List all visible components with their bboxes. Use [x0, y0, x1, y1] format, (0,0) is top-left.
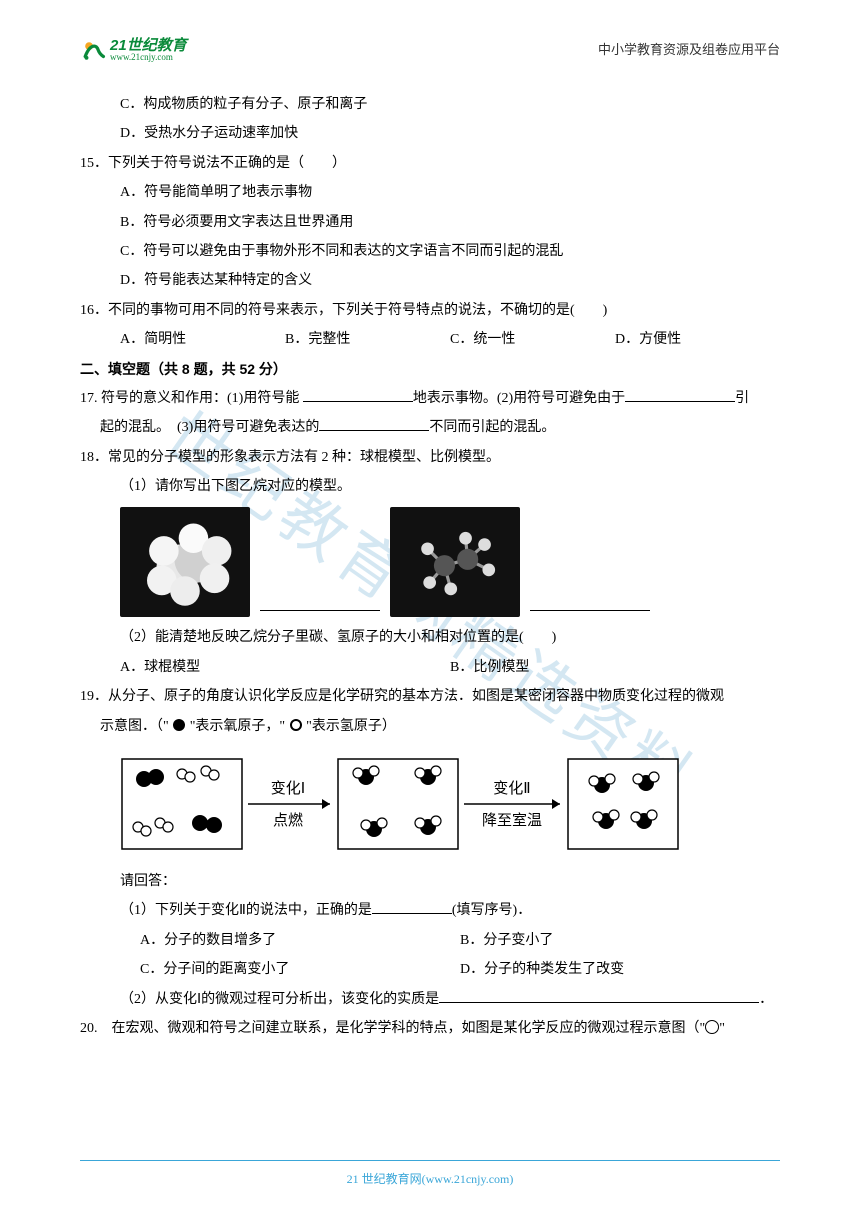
- q17-blank-2[interactable]: [625, 387, 735, 402]
- q18-option-b: B．比例模型: [450, 653, 780, 682]
- q17-text-a: 17. 符号的意义和作用：(1)用符号能: [80, 391, 303, 406]
- q14-option-c: C．构成物质的粒子有分子、原子和离子: [80, 90, 780, 119]
- content: C．构成物质的粒子有分子、原子和离子 D．受热水分子运动速率加快 15．下列关于…: [80, 80, 780, 1043]
- q15-option-d: D．符号能表达某种特定的含义: [80, 266, 780, 295]
- q16-option-a: A．简明性: [120, 325, 285, 354]
- q19-l2-b: "表示氧原子，": [190, 719, 285, 734]
- q19-sub2-b: ．: [759, 992, 773, 1007]
- q19-options-row2: C．分子间的距离变小了 D．分子的种类发生了改变: [80, 955, 780, 984]
- q18-sub2-options: A．球棍模型 B．比例模型: [80, 653, 780, 682]
- q15-option-b: B．符号必须要用文字表达且世界通用: [80, 208, 780, 237]
- diagram-label-2a: 变化Ⅱ: [493, 780, 530, 797]
- page-footer: 21 世纪教育网(www.21cnjy.com): [80, 1160, 780, 1192]
- diagram-label-1a: 变化Ⅰ: [271, 780, 305, 797]
- hydrogen-atom-icon: [289, 718, 303, 732]
- q19-option-d: D．分子的种类发生了改变: [460, 955, 780, 984]
- q19-option-c: C．分子间的距离变小了: [140, 955, 460, 984]
- q20-text: 20. 在宏观、微观和符号之间建立联系，是化学学科的特点，如图是某化学反应的微观…: [80, 1021, 705, 1036]
- q19-sub1: （1）下列关于变化Ⅱ的说法中，正确的是 (填写序号)．: [80, 896, 780, 925]
- q19-options-row1: A．分子的数目增多了 B．分子变小了: [80, 926, 780, 955]
- q18-images: [80, 507, 780, 617]
- q17-text-c: 引: [735, 391, 749, 406]
- q15-option-a: A．符号能简单明了地表示事物: [80, 178, 780, 207]
- diagram-label-1b: 点燃: [273, 811, 303, 829]
- logo: 21世纪教育 www.21cnjy.com: [80, 37, 187, 63]
- footer-url: (www.21cnjy.com): [422, 1172, 514, 1186]
- q19-option-a: A．分子的数目增多了: [140, 926, 460, 955]
- q19-blank-1[interactable]: [372, 899, 452, 914]
- q19-diagram: 变化Ⅰ 点燃 变化Ⅱ 降至室温: [80, 749, 780, 859]
- q19-sub2-a: （2）从变化Ⅰ的微观过程可分析出，该变化的实质是: [120, 992, 439, 1007]
- q16-options: A．简明性 B．完整性 C．统一性 D．方便性: [80, 325, 780, 354]
- q16-option-b: B．完整性: [285, 325, 450, 354]
- header-platform-text: 中小学教育资源及组卷应用平台: [598, 36, 780, 63]
- q17-line2: 起的混乱。 (3)用符号可避免表达的 不同而引起的混乱。: [80, 413, 780, 442]
- oxygen-atom-icon: [172, 718, 186, 732]
- q15-option-c: C．符号可以避免由于事物外形不同和表达的文字语言不同而引起的混乱: [80, 237, 780, 266]
- q19: 19．从分子、原子的角度认识化学反应是化学研究的基本方法．如图是某密闭容器中物质…: [80, 682, 780, 711]
- q20: 20. 在宏观、微观和符号之间建立联系，是化学学科的特点，如图是某化学反应的微观…: [80, 1014, 780, 1043]
- logo-title: 21世纪教育: [110, 38, 187, 53]
- q17-text-b: 地表示事物。(2)用符号可避免由于: [413, 391, 625, 406]
- q17-blank-1[interactable]: [303, 387, 413, 402]
- q20-text-b: ": [719, 1021, 725, 1036]
- section-2-heading: 二、填空题（共 8 题，共 52 分）: [80, 355, 780, 384]
- q18-sub2: （2）能清楚地反映乙烷分子里碳、氢原子的大小和相对位置的是( ): [80, 623, 780, 652]
- q19-line2: 示意图．（" "表示氧原子，" "表示氢原子）: [80, 712, 780, 741]
- circle-icon: [705, 1020, 719, 1034]
- logo-url: www.21cnjy.com: [110, 53, 187, 62]
- q19-sub2: （2）从变化Ⅰ的微观过程可分析出，该变化的实质是 ．: [80, 985, 780, 1014]
- logo-icon: [80, 37, 106, 63]
- q19-sub1-b: (填写序号)．: [452, 903, 531, 918]
- q18: 18．常见的分子模型的形象表示方法有 2 种：球棍模型、比例模型。: [80, 443, 780, 472]
- q16: 16．不同的事物可用不同的符号来表示，下列关于符号特点的说法，不确切的是( ): [80, 296, 780, 325]
- q17-blank-3[interactable]: [319, 416, 429, 431]
- diagram-label-2b: 降至室温: [482, 812, 542, 829]
- q19-l2-c: "表示氢原子）: [306, 719, 396, 734]
- q19-option-b: B．分子变小了: [460, 926, 780, 955]
- q19-blank-2[interactable]: [439, 987, 759, 1002]
- q19-sub1-a: （1）下列关于变化Ⅱ的说法中，正确的是: [120, 903, 372, 918]
- q17-line2-b: 不同而引起的混乱。: [429, 420, 555, 435]
- page-header: 21世纪教育 www.21cnjy.com 中小学教育资源及组卷应用平台: [80, 0, 780, 80]
- footer-brand: 21 世纪教育网: [347, 1172, 422, 1186]
- q16-option-c: C．统一性: [450, 325, 615, 354]
- q18-img1-blank[interactable]: [260, 610, 380, 611]
- q17-line1: 17. 符号的意义和作用：(1)用符号能 地表示事物。(2)用符号可避免由于 引: [80, 384, 780, 413]
- q15: 15．下列关于符号说法不正确的是（ ）: [80, 149, 780, 178]
- q18-option-a: A．球棍模型: [120, 653, 450, 682]
- model-scale-image: [120, 507, 250, 617]
- q17-line2-a: 起的混乱。 (3)用符号可避免表达的: [100, 420, 319, 435]
- q16-option-d: D．方便性: [615, 325, 780, 354]
- q19-l2-a: 示意图．（": [100, 719, 169, 734]
- q18-img2-blank[interactable]: [530, 610, 650, 611]
- q18-sub1: （1）请你写出下图乙烷对应的模型。: [80, 472, 780, 501]
- model-ballstick-image: [390, 507, 520, 617]
- q19-ask: 请回答：: [80, 867, 780, 896]
- q14-option-d: D．受热水分子运动速率加快: [80, 119, 780, 148]
